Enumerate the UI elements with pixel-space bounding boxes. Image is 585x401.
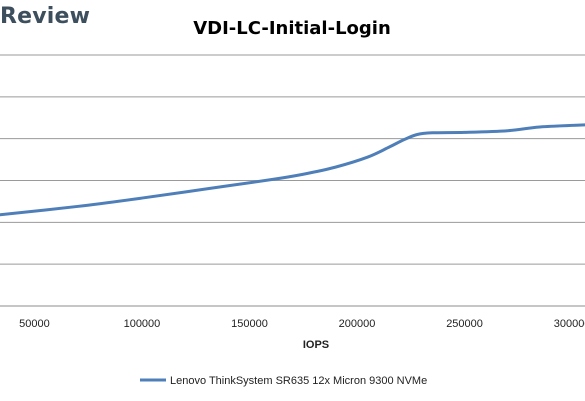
brand-logo-text: Review [0, 4, 91, 29]
legend: Lenovo ThinkSystem SR635 12x Micron 9300… [140, 375, 427, 387]
x-tick-label: 300000 [554, 318, 585, 330]
chart-title: VDI-LC-Initial-Login [193, 18, 391, 39]
x-tick-label: 150000 [231, 318, 268, 330]
x-tick-label: 100000 [124, 318, 161, 330]
legend-label: Lenovo ThinkSystem SR635 12x Micron 9300… [170, 375, 427, 387]
x-tick-label: 200000 [339, 318, 376, 330]
x-tick-label: 50000 [19, 318, 50, 330]
series-line [0, 123, 585, 217]
x-tick-label: 250000 [446, 318, 483, 330]
x-axis-title: IOPS [303, 339, 329, 351]
